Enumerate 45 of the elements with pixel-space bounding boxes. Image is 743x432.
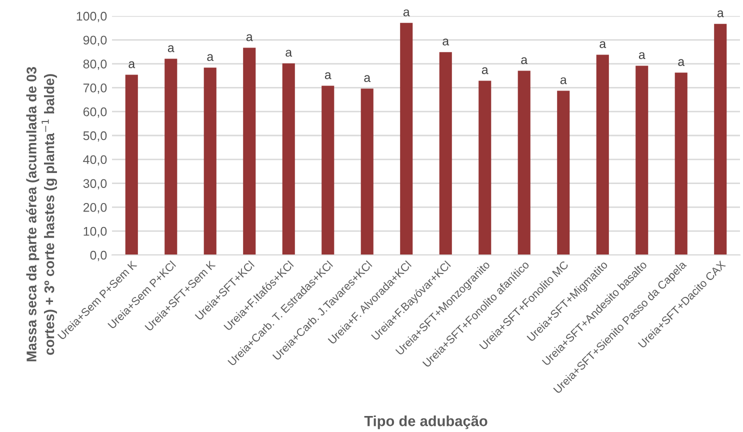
y-tick-label: 30,0 [83, 179, 107, 190]
y-tick-label: 60,0 [83, 107, 107, 118]
y-tick-label: 50,0 [83, 131, 107, 142]
data-label: a [128, 61, 136, 68]
y-tick-label: 70,0 [83, 84, 107, 94]
bar [204, 68, 216, 255]
data-label: a [482, 67, 488, 74]
data-label: a [717, 10, 724, 18]
data-label: a [246, 34, 253, 42]
y-tick-label: 0,0 [90, 250, 107, 262]
data-label: a [442, 38, 450, 46]
data-label: a [364, 75, 371, 82]
y-tick-label: 80,0 [83, 60, 107, 70]
y-axis-title: Massa seca da parte aérea (acumulada de 03 cortes) + 3º corte hastes (g planta$^{−1}$ balde) [26, 67, 58, 362]
bar [596, 54, 609, 255]
data-label: a [324, 72, 332, 80]
data-label: a [286, 50, 292, 57]
data-label: a [678, 59, 685, 66]
bar [125, 74, 138, 255]
bar [164, 58, 178, 255]
bar [478, 80, 492, 255]
y-tick-label: 20,0 [83, 203, 107, 214]
data-label: a [600, 41, 606, 48]
bar [557, 90, 570, 255]
data-label: a [207, 54, 214, 61]
bar [282, 63, 295, 255]
bar [322, 86, 334, 255]
bar [439, 52, 452, 255]
bar [674, 72, 688, 255]
bar [518, 70, 530, 255]
y-tick-label: 100,0 [76, 12, 107, 22]
data-label: a [521, 57, 528, 64]
data-label: a [168, 45, 174, 52]
bar [400, 22, 413, 255]
bar [243, 48, 256, 255]
bar [360, 88, 374, 255]
x-axis-title: Tipo de adubação [364, 416, 488, 430]
y-tick-label: 10,0 [84, 226, 107, 238]
data-label: a [560, 77, 567, 84]
bar [636, 66, 648, 255]
y-tick-label: 40,0 [83, 155, 107, 166]
data-label: a [403, 9, 410, 16]
data-label: a [638, 52, 646, 60]
y-tick-label: 90,0 [83, 36, 107, 46]
bar [714, 24, 727, 255]
